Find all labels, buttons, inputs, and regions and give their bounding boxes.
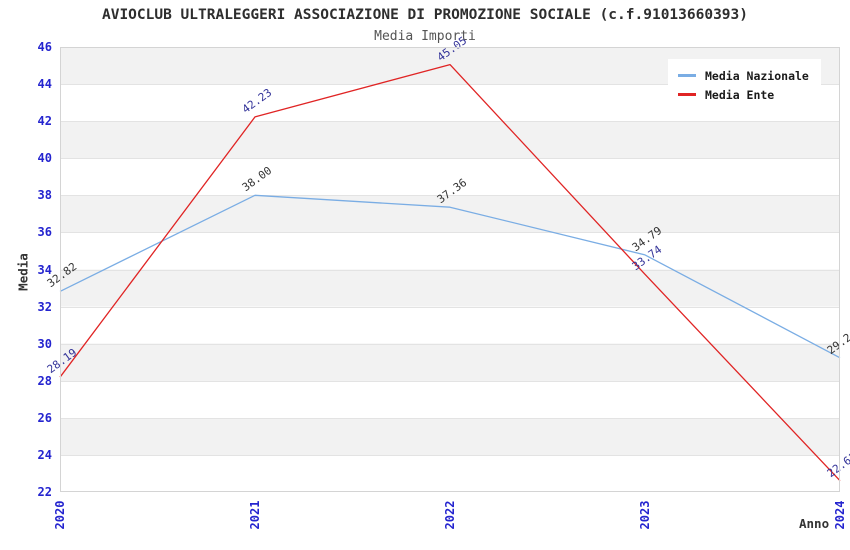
y-tick-label: 28 xyxy=(37,373,52,388)
y-gridline xyxy=(60,121,840,123)
point-label-media-nazionale: 29.24 xyxy=(824,326,850,357)
x-axis-title: Anno xyxy=(799,516,830,531)
point-label-media-ente: 42.23 xyxy=(239,85,275,116)
point-label-media-nazionale: 37.36 xyxy=(434,176,470,207)
point-labels-layer: 32.82 38.00 37.36 34.79 29.24 28.19 42.23 45.05… xyxy=(45,34,850,492)
y-tick-label: 22 xyxy=(37,485,52,499)
y-gridline xyxy=(60,84,840,86)
y-tick-label: 26 xyxy=(37,410,52,425)
legend-item-media-ente: Media Ente xyxy=(678,85,809,104)
y-gridline xyxy=(60,269,840,271)
y-axis-title: Media xyxy=(15,253,31,291)
line-chart-svg xyxy=(59,63,841,482)
legend-line-swatch-icon xyxy=(678,74,696,77)
y-tick-label: 30 xyxy=(37,336,52,351)
y-gridline xyxy=(60,232,840,234)
y-tick-label: 44 xyxy=(37,77,52,92)
legend-line-swatch-icon xyxy=(678,93,696,96)
point-label-media-ente: 22.61 xyxy=(824,449,850,480)
point-label-media-nazionale: 38.00 xyxy=(239,164,275,195)
chart-subtitle: Media Importi xyxy=(374,29,476,44)
point-label-media-ente: 28.19 xyxy=(44,346,80,377)
y-gridline xyxy=(60,306,840,308)
y-gridline xyxy=(60,343,840,345)
y-gridline xyxy=(60,454,840,456)
y-gridline xyxy=(60,158,840,160)
y-gridline xyxy=(60,195,840,197)
series-line-media-ente xyxy=(59,63,841,482)
y-tick-label: 38 xyxy=(37,188,52,203)
chart-title: AVIOCLUB ULTRALEGGERI ASSOCIAZIONE DI PR… xyxy=(101,7,748,23)
y-tick-label: 36 xyxy=(37,225,52,240)
y-gridline xyxy=(60,380,840,382)
legend: Media Nazionale Media Ente xyxy=(668,59,821,112)
y-gridline xyxy=(60,417,840,419)
x-tick-label: 2024 xyxy=(833,500,847,530)
x-tick-label: 2023 xyxy=(638,500,652,530)
x-tick-label: 2021 xyxy=(248,500,262,530)
y-tick-label: 46 xyxy=(37,40,52,54)
x-tick-label: 2020 xyxy=(53,500,67,530)
y-tick-label: 40 xyxy=(37,151,52,166)
legend-item-label: Media Nazionale xyxy=(705,68,809,83)
plot-area: 32.82 38.00 37.36 34.79 29.24 28.19 42.23 45.05… xyxy=(45,34,850,492)
y-tick-label: 34 xyxy=(37,262,52,277)
series-line-media-nazionale xyxy=(59,194,841,359)
x-tick-label: 2022 xyxy=(443,500,457,530)
legend-item-media-nazionale: Media Nazionale xyxy=(678,66,809,85)
legend-item-label: Media Ente xyxy=(705,87,775,102)
y-tick-label: 32 xyxy=(37,299,52,314)
y-tick-label: 24 xyxy=(37,447,52,462)
y-tick-label: 42 xyxy=(37,114,52,129)
